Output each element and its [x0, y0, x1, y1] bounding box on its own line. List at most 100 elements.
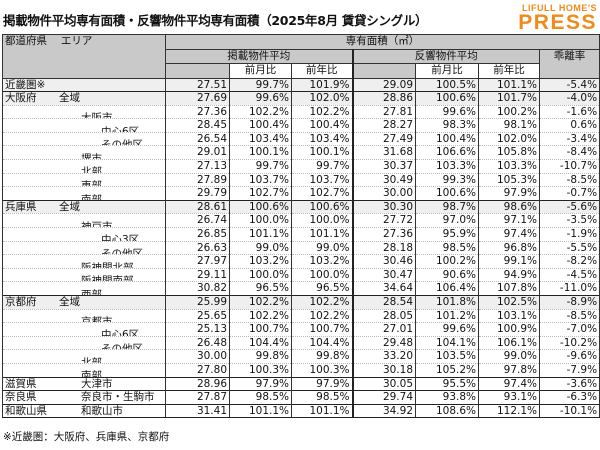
area-cell: 中心3区 — [2, 227, 166, 242]
listed-yoy-cell: 102.2% — [291, 105, 353, 120]
listed-area-cell: 27.13 — [165, 159, 230, 174]
area-label: 阪神間北部 — [81, 261, 134, 269]
inquiry-yoy-cell: 103.3% — [478, 159, 540, 174]
inquiry-area-cell: 27.81 — [351, 105, 416, 120]
table-row: 滋賀県 大津市 28.96 97.9% 97.9% 30.05 95.5% 97.4% -3.6… — [2, 376, 600, 392]
listed-mom-cell: 101.1% — [229, 227, 292, 242]
inquiry-mom-cell: 99.3% — [415, 173, 479, 188]
gap-rate-cell: -4.0% — [538, 91, 600, 106]
table-row: 北部 27.13 99.7% 99.7% 30.37 103.3% 103.3% -10.7% — [2, 159, 600, 174]
area-cell: 中心6区 — [2, 118, 166, 133]
listed-area-cell: 27.87 — [165, 390, 230, 405]
inquiry-mom-cell: 101.8% — [415, 295, 479, 310]
listed-mom-cell: 102.2% — [229, 309, 292, 324]
listed-yoy-cell: 100.7% — [291, 322, 353, 337]
inquiry-mom-cell: 95.9% — [415, 227, 479, 242]
inquiry-yoy-cell: 94.9% — [478, 268, 540, 283]
inquiry-yoy-cell: 101.1% — [478, 77, 540, 93]
listed-area-cell: 25.65 — [165, 309, 230, 324]
header-inquiry-yoy: 前年比 — [478, 63, 540, 79]
prefecture-label: 大阪府 — [5, 92, 37, 105]
table-row: 和歌山県 和歌山市 31.41 101.1% 101.1% 34.92 108.6% 112.… — [2, 403, 600, 419]
table-row: 大阪府 全域 27.69 99.6% 102.0% 28.86 100.6% 101.7% -4… — [2, 91, 600, 106]
listed-area-cell: 27.80 — [165, 363, 230, 378]
area-label: 北部 — [81, 356, 102, 364]
listed-mom-cell: 101.1% — [229, 403, 292, 419]
inquiry-yoy-cell: 97.4% — [478, 227, 540, 242]
table-row: 堺市 29.01 100.1% 100.1% 31.68 106.6% 105.8% -8.4… — [2, 145, 600, 161]
inquiry-yoy-cell: 100.2% — [478, 105, 540, 120]
header-listed-value — [165, 63, 230, 79]
listed-mom-cell: 99.7% — [229, 77, 292, 93]
listed-yoy-cell: 100.0% — [291, 213, 353, 229]
gap-rate-cell: -7.0% — [538, 322, 600, 337]
area-label: 中心6区 — [101, 329, 140, 337]
inquiry-mom-cell: 106.6% — [415, 145, 479, 161]
prefecture-label: 滋賀県 — [5, 377, 37, 390]
listed-area-cell: 27.97 — [165, 254, 230, 269]
gap-rate-cell: -4.5% — [538, 268, 600, 283]
inquiry-yoy-cell: 97.4% — [478, 376, 540, 392]
gap-rate-cell: -5.5% — [538, 241, 600, 256]
area-label: 堺市 — [81, 152, 102, 160]
gap-rate-cell: -3.6% — [538, 376, 600, 392]
inquiry-area-cell: 33.20 — [351, 349, 416, 364]
inquiry-area-cell: 30.46 — [351, 254, 416, 269]
area-label: 西部 — [81, 288, 102, 296]
listed-mom-cell: 100.3% — [229, 363, 292, 378]
listed-yoy-cell: 99.8% — [291, 349, 353, 364]
area-cell: 北部 — [2, 349, 166, 364]
area-label: 大津市 — [81, 377, 113, 390]
table-row: 阪神間南部 29.11 100.0% 100.0% 30.47 90.6% 94.9% -4.… — [2, 268, 600, 283]
header-listed: 掲載物件平均 — [165, 48, 353, 64]
table-row: 兵庫県 全域 28.61 100.6% 100.6% 30.30 98.7% 98.6% -5.… — [2, 199, 600, 215]
header-inquiry-value — [351, 63, 416, 79]
listed-mom-cell: 99.8% — [229, 349, 292, 364]
listed-mom-cell: 100.1% — [229, 145, 292, 161]
listed-yoy-cell: 100.1% — [291, 145, 353, 161]
area-cell: 東部 — [2, 173, 166, 188]
listed-yoy-cell: 103.7% — [291, 173, 353, 188]
inquiry-area-cell: 27.72 — [351, 213, 416, 229]
inquiry-mom-cell: 100.2% — [415, 254, 479, 269]
table-row: その他区 26.48 104.4% 104.4% 29.48 104.1% 106.1% -1… — [2, 336, 600, 351]
inquiry-area-cell: 28.86 — [351, 91, 416, 106]
header-inquiry: 反響物件平均 — [351, 48, 540, 64]
listed-area-cell: 31.41 — [165, 403, 230, 419]
area-label: 東部 — [81, 179, 102, 187]
listed-yoy-cell: 102.7% — [291, 186, 353, 201]
header-listed-mom: 前月比 — [229, 63, 292, 79]
prefecture-label: 和歌山県 — [5, 404, 47, 417]
listed-area-cell: 27.51 — [165, 77, 230, 93]
listed-mom-cell: 100.4% — [229, 118, 292, 133]
table-row: 京都市 25.65 102.2% 102.2% 28.05 101.2% 103.1% -8.… — [2, 309, 600, 324]
listed-area-cell: 29.11 — [165, 268, 230, 283]
area-cell: 神戸市 — [2, 213, 166, 229]
listed-yoy-cell: 100.3% — [291, 363, 353, 378]
gap-rate-cell: -10.7% — [538, 159, 600, 174]
area-table: 都道府県 エリア 専有面積（㎡） 掲載物件平均 反響物件平均 乖離率 前月比 前… — [2, 34, 600, 419]
inquiry-mom-cell: 108.6% — [415, 403, 479, 419]
header-listed-yoy: 前年比 — [291, 63, 353, 79]
listed-yoy-cell: 101.1% — [291, 227, 353, 242]
listed-yoy-cell: 100.6% — [291, 199, 353, 215]
area-cell: 大阪市 — [2, 105, 166, 120]
listed-area-cell: 28.45 — [165, 118, 230, 133]
inquiry-mom-cell: 100.6% — [415, 91, 479, 106]
inquiry-yoy-cell: 105.8% — [478, 145, 540, 161]
listed-area-cell: 30.00 — [165, 349, 230, 364]
logo-line1: LIFULL HOME'S — [522, 3, 597, 13]
area-cell: 阪神間北部 — [2, 254, 166, 269]
area-cell: 滋賀県 大津市 — [2, 376, 166, 392]
listed-yoy-cell: 98.5% — [291, 390, 353, 405]
inquiry-area-cell: 34.92 — [351, 403, 416, 419]
inquiry-yoy-cell: 106.1% — [478, 336, 540, 351]
inquiry-area-cell: 31.68 — [351, 145, 416, 161]
area-cell: その他区 — [2, 132, 166, 147]
header-gap: 乖離率 — [538, 48, 600, 79]
listed-yoy-cell: 103.2% — [291, 254, 353, 269]
gap-rate-cell: -9.6% — [538, 349, 600, 364]
area-label: 京都市 — [81, 315, 113, 323]
area-cell: 堺市 — [2, 145, 166, 161]
listed-yoy-cell: 100.4% — [291, 118, 353, 133]
